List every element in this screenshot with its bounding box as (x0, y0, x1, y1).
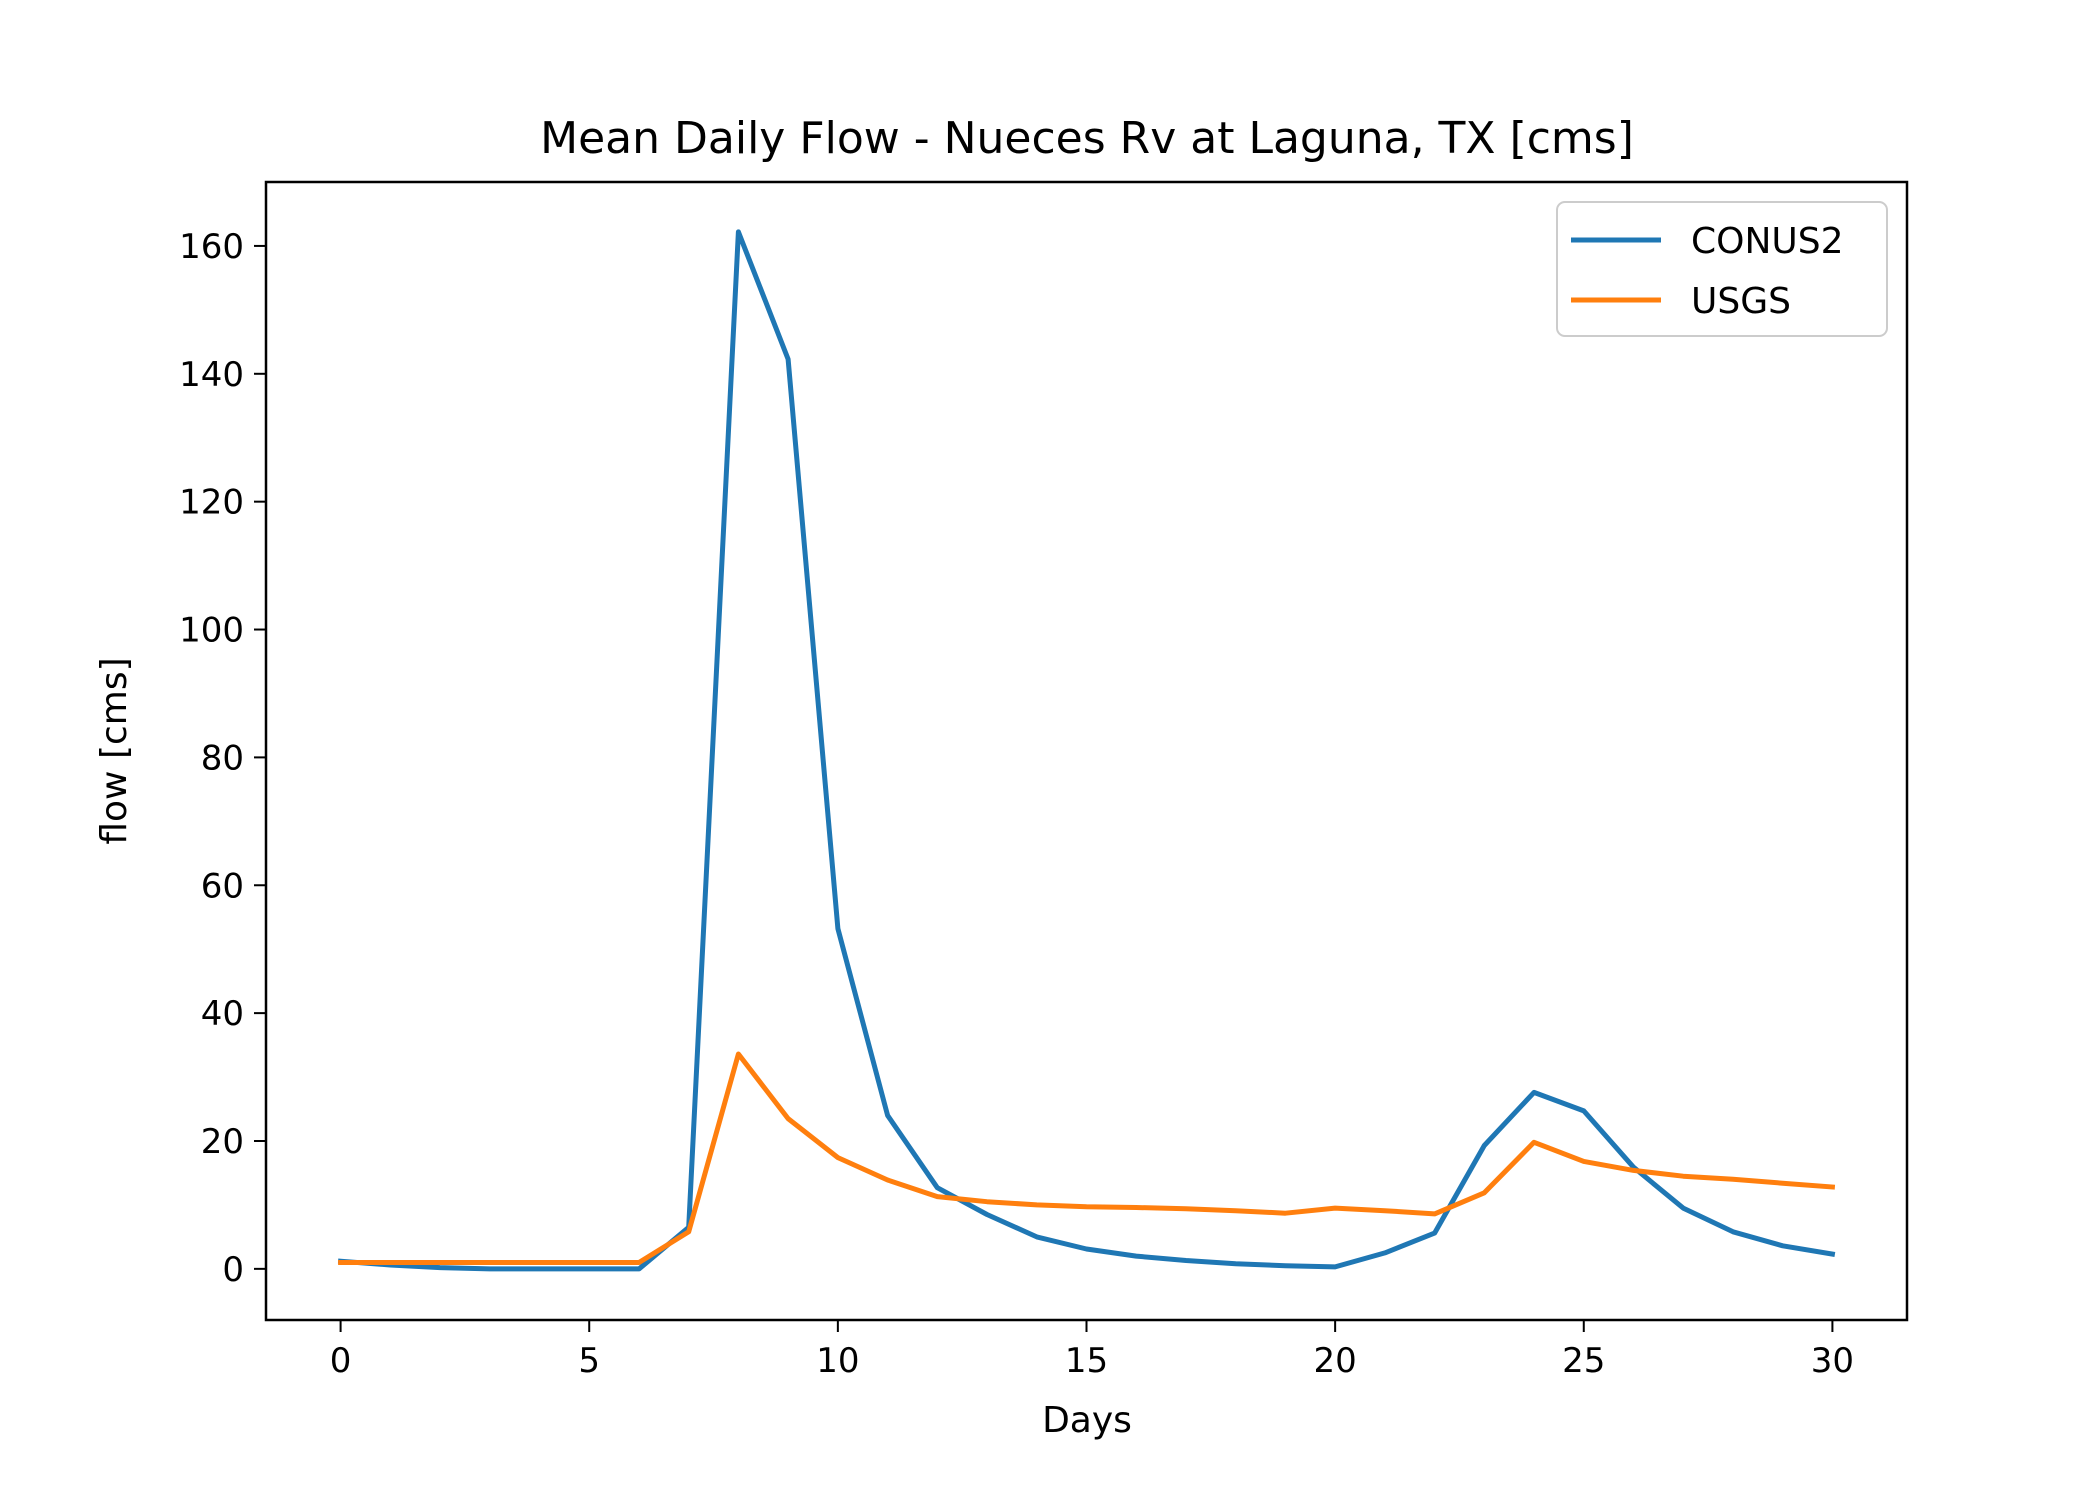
y-axis-label: flow [cms] (94, 657, 135, 844)
x-tick-label: 5 (578, 1341, 600, 1381)
series-layer (337, 229, 1836, 1272)
legend: CONUS2 USGS (1556, 201, 1888, 337)
x-axis-label: Days (1042, 1400, 1132, 1441)
y-tick-label: 160 (179, 227, 244, 267)
series-line-usgs (338, 1051, 1836, 1265)
y-tick-label: 100 (179, 611, 244, 651)
y-tick-label: 60 (201, 866, 244, 906)
legend-label-conus2: CONUS2 (1691, 221, 1844, 262)
x-tick-label: 20 (1314, 1341, 1357, 1381)
y-tick-label: 0 (222, 1250, 244, 1290)
y-tick-label: 40 (201, 994, 244, 1034)
x-tick-label: 0 (330, 1341, 352, 1381)
x-tick-label: 10 (816, 1341, 859, 1381)
y-tick-label: 140 (179, 355, 244, 395)
y-tick-label: 80 (201, 738, 244, 778)
legend-label-usgs: USGS (1691, 281, 1791, 322)
x-tick-label: 15 (1065, 1341, 1108, 1381)
x-tick-label: 25 (1562, 1341, 1605, 1381)
chart-title: Mean Daily Flow - Nueces Rv at Laguna, T… (540, 113, 1634, 164)
series-line-conus2 (337, 229, 1836, 1272)
x-axis: 0 5 10 15 20 25 30 (330, 1320, 1854, 1381)
y-tick-label: 20 (201, 1122, 244, 1162)
x-tick-label: 30 (1811, 1341, 1854, 1381)
y-tick-label: 120 (179, 483, 244, 523)
y-axis: 0 20 40 60 80 100 120 140 160 (179, 227, 266, 1290)
